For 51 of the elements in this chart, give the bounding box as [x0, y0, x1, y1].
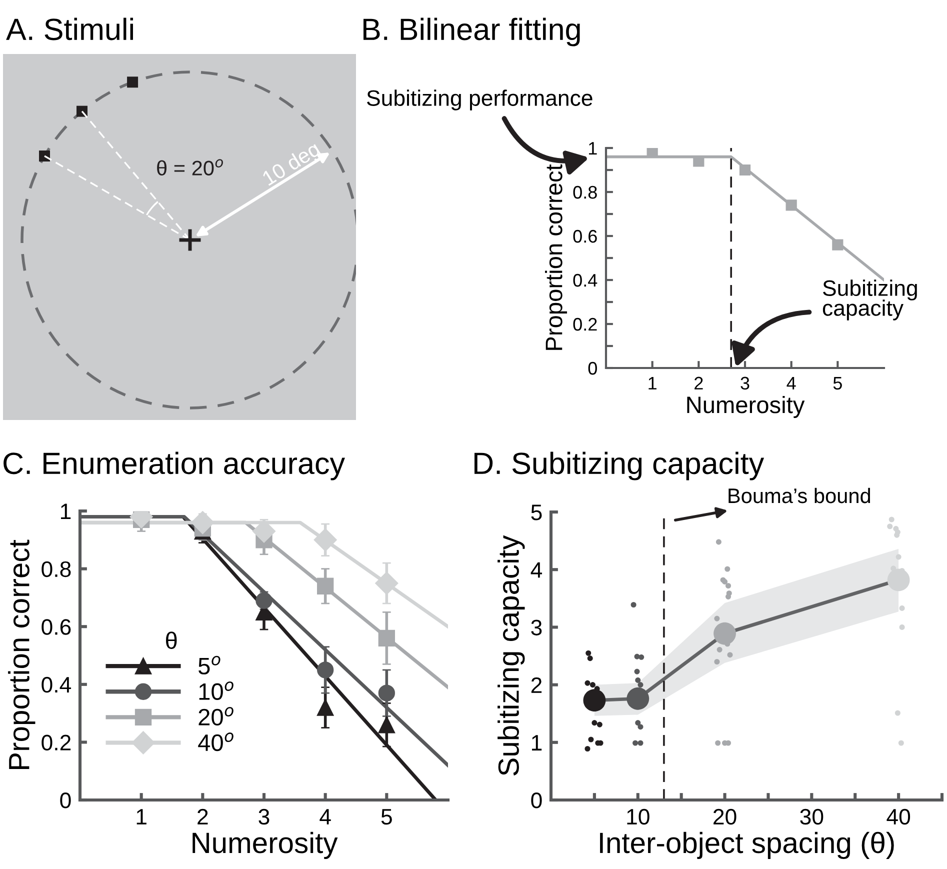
x-tick-label: 4 [320, 809, 331, 824]
y-tick-label: 0.8 [42, 561, 71, 578]
annotation: Subitizing capacity [822, 280, 917, 320]
y-tick-label: 5 [531, 504, 542, 520]
text: A. Stimuli [6, 18, 133, 40]
x-axis-title: Numerosity [192, 832, 338, 860]
y-tick-label: 0.4 [573, 274, 598, 287]
x-tick-label: 2 [198, 808, 208, 824]
text: Bouma’s bound [728, 488, 870, 504]
legend-label: 40$^{o}$ [198, 732, 234, 752]
y-tick-label: 0 [588, 362, 597, 375]
y-tick-label: 1 [532, 735, 542, 750]
legend-label: 10$^{o}$ [199, 681, 234, 700]
x-tick-label: 5 [381, 809, 392, 825]
y-tick-label: 4 [530, 562, 542, 578]
x-tick-label: 4 [786, 376, 796, 390]
x-tick-label: 3 [740, 376, 750, 390]
y-tick-label: 0.6 [42, 619, 71, 635]
text: θ = 20$^{o}$ [157, 159, 223, 176]
y-tick-label: 1 [61, 504, 71, 520]
x-axis-title: Numerosity [687, 396, 805, 418]
text: Subitizing performance [367, 90, 592, 110]
y-tick-label: 3 [531, 620, 542, 636]
y-axis-title: Subitizing capacity [498, 535, 525, 776]
chart-title: C. Enumeration accuracy [4, 452, 345, 480]
y-tick-label: 0.2 [573, 318, 597, 331]
y-tick-label: 0.4 [42, 676, 72, 693]
legend-label: 20$^{o}$ [198, 707, 234, 726]
x-tick-label: 3 [258, 808, 270, 825]
x-tick-label: 1 [136, 809, 146, 824]
x-axis-title: Inter-object spacing (θ) [600, 832, 894, 860]
x-tick-label: 5 [833, 376, 842, 390]
y-tick-label: 0 [60, 792, 71, 808]
chart-title: D. Subitizing capacity [474, 452, 764, 480]
y-tick-label: 0 [531, 792, 542, 808]
x-tick-label: 1 [648, 376, 656, 390]
legend-label: 5$^{o}$ [198, 656, 220, 674]
chart-title: B. Bilinear fitting [364, 18, 580, 46]
y-tick-label: 2 [531, 677, 542, 693]
y-tick-label: 0.2 [42, 734, 71, 750]
y-tick-label: 0.8 [573, 186, 597, 199]
x-tick-label: 2 [694, 376, 703, 390]
x-tick-label: 10 [627, 808, 650, 825]
y-tick-label: 0.6 [573, 230, 597, 243]
x-tick-label: 20 [714, 808, 736, 825]
y-axis-title: Proportion correct [8, 540, 36, 770]
legend-title: θ [166, 632, 177, 649]
y-tick-label: 1 [589, 142, 597, 155]
y-axis-title: Proportion correct [545, 164, 568, 350]
x-tick-label: 40 [886, 808, 910, 825]
x-tick-label: 30 [800, 808, 824, 825]
